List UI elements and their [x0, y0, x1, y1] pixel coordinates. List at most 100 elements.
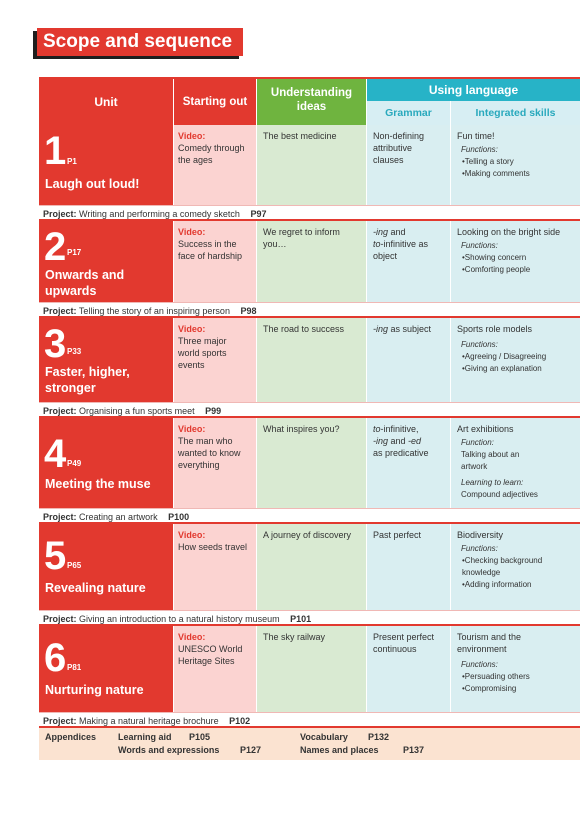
video-title: UNESCO World Heritage Sites: [178, 644, 243, 666]
function-item: •Comforting people: [462, 265, 531, 274]
header-unit: Unit: [39, 79, 173, 125]
unit-name: Nurturing nature: [45, 683, 144, 697]
starting-out-cell: Video: The man who wanted to know everyt…: [173, 418, 256, 508]
appendix-vocabulary: Vocabulary: [300, 732, 348, 742]
function-item: •Giving an explanation: [462, 364, 542, 373]
function-item: •Making comments: [462, 169, 530, 178]
grammar-cell: Past perfect: [366, 524, 450, 610]
function-text: Talking about an artwork: [461, 450, 520, 471]
project-page: P99: [205, 406, 222, 416]
grammar-cell: to-infinitive, -ing and -ed as predicativ…: [366, 418, 450, 508]
unit-cell: 4 P49 Meeting the muse: [39, 418, 173, 508]
understanding-cell: The road to success: [256, 318, 366, 402]
functions-label: Functions:: [461, 241, 498, 250]
unit-row-4: 4 P49 Meeting the muse Video: The man wh…: [39, 418, 580, 508]
unit-number: 4: [44, 432, 67, 476]
grammar-italic: -ing: [373, 324, 389, 334]
function-item: •Agreeing / Disagreeing: [462, 352, 547, 361]
project-label: Project:: [43, 614, 77, 624]
project-row: Project: Making a natural heritage broch…: [39, 712, 580, 728]
project-title: Giving an introduction to a natural hist…: [79, 614, 280, 624]
appendix-words: Words and expressions: [118, 745, 220, 755]
header-starting-out: Starting out: [173, 79, 256, 125]
unit-name: Revealing nature: [45, 581, 146, 595]
header-grammar: Grammar: [366, 101, 450, 125]
functions-label: Functions:: [461, 660, 498, 669]
project-label: Project:: [43, 512, 77, 522]
grammar-cell: -ing and to-infinitive as object: [366, 221, 450, 302]
skills-cell: Art exhibitions Function: Talking about …: [450, 418, 580, 508]
video-title: Three major world sports events: [178, 336, 227, 370]
function-item: •Adding information: [462, 580, 532, 589]
appendix-learning-aid: Learning aid: [118, 732, 172, 742]
grammar-italic: -ed: [408, 436, 422, 446]
project-title: Telling the story of an inspiring person: [78, 306, 230, 316]
unit-name: Laugh out loud!: [45, 177, 140, 191]
project-title: Making a natural heritage brochure: [79, 716, 219, 726]
video-title: Success in the face of hardship: [178, 239, 243, 261]
project-row: Project: Organising a fun sports meet P9…: [39, 402, 580, 418]
grammar-cell: -ing as subject: [366, 318, 450, 402]
project-page: P102: [229, 716, 251, 726]
understanding-cell: We regret to inform you…: [256, 221, 366, 302]
grammar-text: and: [388, 227, 406, 237]
appendix-names-page: P137: [403, 745, 425, 755]
grammar-text: as predicative: [373, 448, 429, 458]
function-item: •Showing concern: [462, 253, 527, 262]
unit-cell: 3 P33 Faster, higher, stronger: [39, 318, 173, 402]
appendix-names: Names and places: [300, 745, 379, 755]
appendix-vocabulary-page: P132: [368, 732, 390, 742]
unit-cell: 6 P81 Nurturing nature: [39, 626, 173, 712]
video-title: Comedy through the ages: [178, 143, 245, 165]
video-label: Video:: [178, 131, 206, 141]
project-row: Project: Telling the story of an inspiri…: [39, 302, 580, 318]
understanding-cell: The best medicine: [256, 125, 366, 205]
unit-page: P81: [67, 663, 82, 672]
video-label: Video:: [178, 530, 206, 540]
functions-label: Functions:: [461, 544, 498, 553]
skills-cell: Sports role models Functions: •Agreeing …: [450, 318, 580, 402]
unit-name: Faster, higher, stronger: [45, 365, 130, 395]
grammar-italic: to: [373, 239, 381, 249]
header-understanding-ideas: Understanding ideas: [256, 79, 366, 125]
scope-table: Unit Starting out Understanding ideas Us…: [39, 77, 580, 760]
project-label: Project:: [43, 406, 77, 416]
unit-number: 2: [44, 225, 67, 269]
project-label: Project:: [43, 209, 77, 219]
unit-row-1: 1 P1 Laugh out loud! Video: Comedy throu…: [39, 125, 580, 205]
functions-label: Functions:: [461, 145, 498, 154]
header-using-language: Using language: [366, 79, 580, 101]
video-label: Video:: [178, 324, 206, 334]
unit-number: 3: [44, 322, 67, 366]
function-item: •Compromising: [462, 684, 517, 693]
grammar-text: as subject: [388, 324, 432, 334]
starting-out-cell: Video: Three major world sports events: [173, 318, 256, 402]
appendices-label: Appendices: [45, 732, 97, 742]
video-label: Video:: [178, 632, 206, 642]
understanding-cell: What inspires you?: [256, 418, 366, 508]
project-page: P97: [250, 209, 267, 219]
project-row: Project: Writing and performing a comedy…: [39, 205, 580, 221]
video-title: The man who wanted to know everything: [178, 436, 241, 470]
function-item: •Telling a story: [462, 157, 514, 166]
skills-title: Biodiversity: [457, 530, 504, 540]
appendices-row: Appendices Learning aid P105 Words and e…: [39, 728, 580, 760]
unit-row-5: 5 P65 Revealing nature Video: How seeds …: [39, 524, 580, 610]
grammar-text: and: [388, 436, 409, 446]
unit-number: 5: [44, 534, 67, 578]
unit-page: P49: [67, 459, 82, 468]
skills-cell: Tourism and the environment Functions: •…: [450, 626, 580, 712]
unit-cell: 2 P17 Onwards and upwards: [39, 221, 173, 302]
function-item: •Checking background knowledge: [462, 556, 543, 577]
unit-number: 6: [44, 636, 67, 680]
learning-text: Compound adjectives: [461, 490, 538, 499]
skills-cell: Biodiversity Functions: •Checking backgr…: [450, 524, 580, 610]
unit-name: Onwards and upwards: [45, 268, 125, 298]
unit-page: P17: [67, 248, 82, 257]
grammar-italic: to: [373, 424, 381, 434]
grammar-text: -infinitive as object: [373, 239, 429, 261]
video-label: Video:: [178, 424, 206, 434]
video-title: How seeds travel: [178, 542, 248, 552]
skills-title: Sports role models: [457, 324, 533, 334]
unit-row-2: 2 P17 Onwards and upwards Video: Success…: [39, 221, 580, 302]
